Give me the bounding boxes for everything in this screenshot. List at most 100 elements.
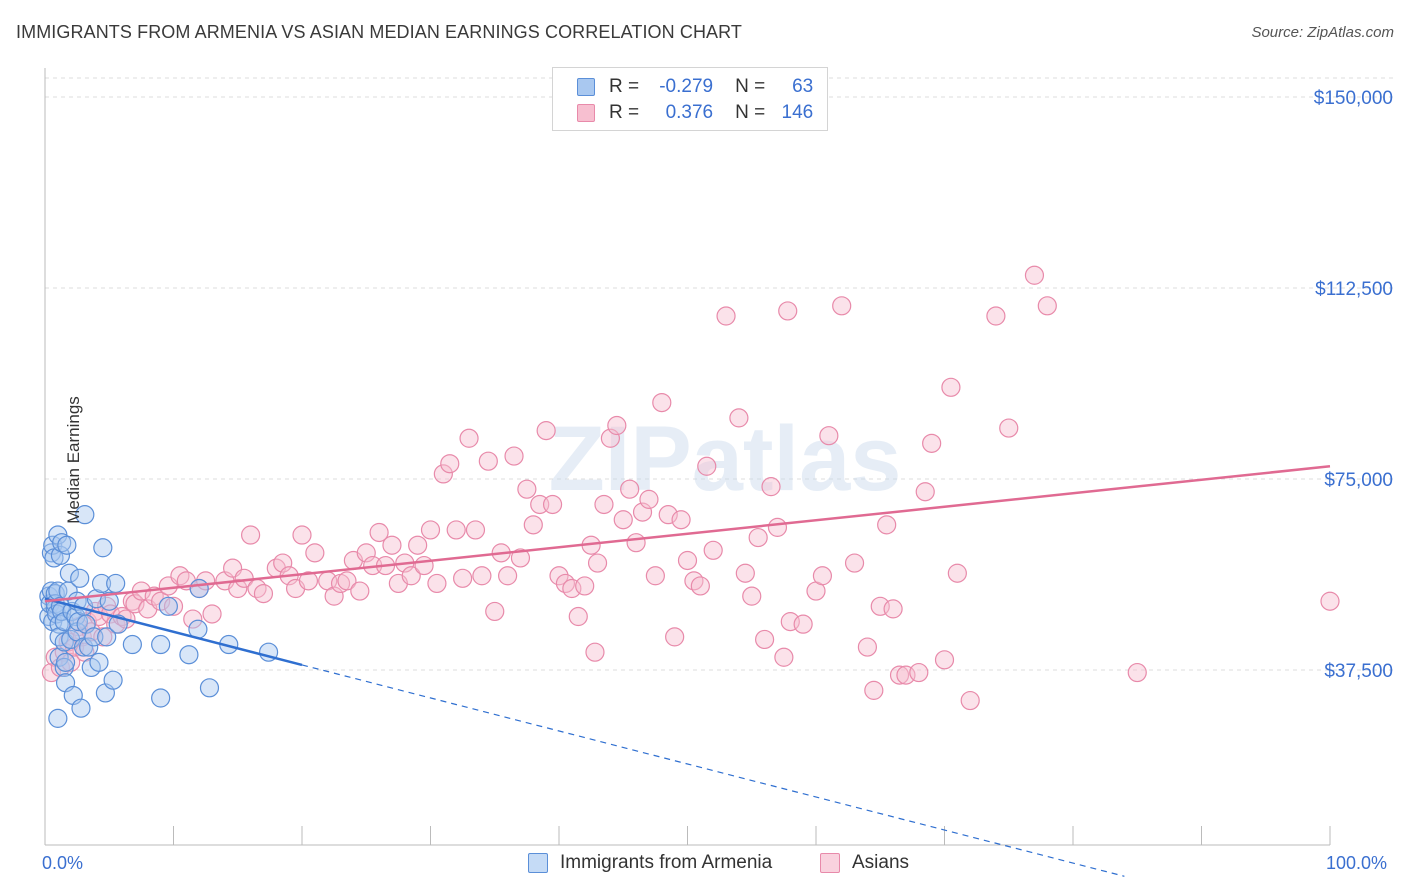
asians-point — [292, 525, 312, 545]
asians-point — [909, 662, 929, 683]
asians-point — [748, 527, 768, 548]
immigrants-from-armenia-point — [49, 647, 69, 667]
immigrants-from-armenia-point — [54, 612, 74, 632]
legend-row-armenia: R = -0.279 N = 63 — [577, 75, 813, 99]
asians-point — [645, 566, 665, 586]
asians-point — [639, 489, 659, 509]
trend-lines — [44, 465, 1331, 877]
immigrants-from-armenia-point — [199, 678, 220, 698]
asians-point — [819, 426, 839, 446]
asians-point — [620, 479, 640, 499]
asians-point — [61, 652, 81, 672]
n-value: 63 — [792, 76, 814, 97]
asians-point — [517, 479, 537, 499]
immigrants-from-armenia-point — [189, 578, 209, 599]
immigrants-from-armenia-point — [103, 670, 123, 690]
asians-point — [575, 576, 595, 596]
armenia-trend-line — [44, 597, 303, 667]
asians-point — [832, 296, 852, 316]
asians-point — [453, 568, 473, 588]
asians-point — [504, 446, 524, 466]
asians-point — [915, 482, 935, 502]
legend-item-asians[interactable]: Asians — [820, 852, 909, 874]
asians-point — [778, 301, 798, 321]
immigrants-from-armenia-point — [59, 563, 80, 583]
immigrants-from-armenia-point — [97, 627, 117, 647]
immigrants-from-armenia-point — [55, 652, 76, 672]
asians-point — [697, 456, 717, 476]
asians-point — [652, 393, 672, 413]
asians-point — [585, 642, 605, 662]
asians-point — [774, 647, 794, 667]
immigrants-from-armenia-point — [68, 612, 89, 632]
r-value: -0.279 — [659, 76, 714, 97]
asians-point — [485, 601, 505, 622]
r-value: 0.376 — [665, 102, 714, 123]
asians-point — [883, 599, 903, 619]
x-tick-label-max: 100.0% — [1326, 853, 1388, 873]
immigrants-from-armenia-point — [79, 637, 99, 657]
immigrants-from-armenia-point — [151, 634, 171, 655]
asians-point — [947, 563, 967, 583]
asians-point — [72, 627, 92, 647]
correlation-legend: R = -0.279 N = 63 R = 0.376 N = 146 — [552, 67, 828, 131]
asians-point — [408, 535, 428, 555]
y-tick-label-3: $150,000 — [1314, 88, 1393, 109]
immigrants-from-armenia-point — [75, 505, 95, 525]
n-value: 146 — [781, 102, 814, 123]
asians-point — [369, 522, 389, 543]
y-tick-label-0: $37,500 — [1324, 661, 1393, 682]
asians-point — [607, 415, 627, 436]
asians-point — [420, 520, 441, 540]
asians-point — [864, 680, 884, 700]
n-label: N = — [735, 76, 766, 97]
asians-point — [626, 533, 646, 553]
asians-point — [555, 573, 576, 594]
watermark: ZIPatlas — [549, 408, 902, 510]
immigrants-from-armenia-point — [93, 538, 113, 558]
n-label: N = — [735, 102, 766, 123]
y-tick-label-1: $75,000 — [1324, 470, 1393, 491]
asians-point — [677, 550, 698, 571]
asians-point — [298, 571, 319, 591]
legend-item-armenia[interactable]: Immigrants from Armenia — [528, 852, 772, 874]
asians-point — [498, 566, 518, 586]
chart-title: IMMIGRANTS FROM ARMENIA VS ASIAN MEDIAN … — [16, 22, 743, 42]
asians-point — [684, 571, 704, 591]
legend-swatch-blue — [528, 853, 548, 873]
asians-point — [202, 604, 222, 624]
immigrants-from-armenia-point — [122, 634, 142, 655]
y-axis-label: Median Earnings — [63, 396, 83, 524]
asians-point — [665, 627, 685, 647]
asians-point — [960, 690, 980, 711]
asians-point — [427, 573, 447, 594]
immigrants-from-armenia-point — [89, 652, 109, 672]
asians-point — [170, 566, 190, 586]
asians-point — [793, 614, 813, 634]
asians-point — [241, 525, 261, 545]
legend-swatch-pink — [820, 853, 840, 873]
armenia-trend-extension — [301, 664, 1125, 877]
asians-point — [999, 418, 1019, 438]
asians-point — [613, 510, 633, 530]
immigrants-from-armenia-point — [151, 688, 171, 708]
asians-point — [986, 306, 1006, 326]
asians-point — [594, 494, 614, 515]
asians-point — [305, 543, 325, 563]
asians-point — [742, 586, 762, 606]
legend-label: Asians — [852, 852, 910, 873]
asians-point — [414, 555, 434, 576]
asians-point — [941, 377, 961, 397]
asians-point — [144, 586, 164, 606]
asians-point — [703, 540, 723, 560]
asians-point — [523, 515, 543, 535]
asians-point — [716, 306, 736, 326]
asians-point — [536, 421, 556, 441]
asians-point — [877, 515, 897, 535]
asians-point — [510, 548, 531, 568]
asians-point — [549, 566, 569, 586]
immigrants-from-armenia-point — [158, 596, 178, 616]
legend-row-asians: R = 0.376 N = 146 — [577, 101, 813, 125]
immigrants-from-armenia-point — [70, 568, 90, 588]
immigrants-from-armenia-point — [99, 591, 119, 611]
